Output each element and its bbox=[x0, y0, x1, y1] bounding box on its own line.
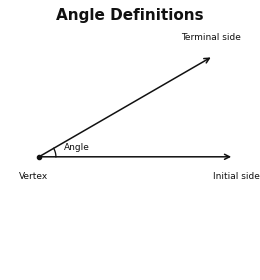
Text: Vertex: Vertex bbox=[19, 172, 48, 181]
Text: Terminal side: Terminal side bbox=[181, 33, 240, 42]
Text: Initial side: Initial side bbox=[213, 172, 260, 181]
Text: Angle: Angle bbox=[64, 143, 90, 152]
Text: Angle Definitions: Angle Definitions bbox=[56, 8, 204, 24]
